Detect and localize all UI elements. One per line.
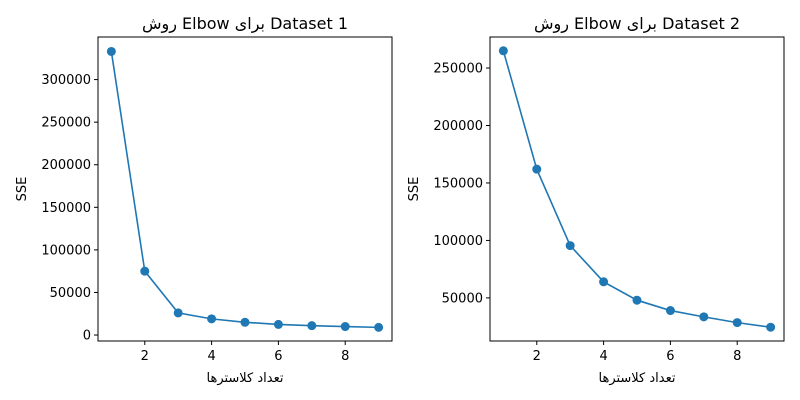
y-tick-label: 200000 <box>433 119 483 134</box>
x-tick-label: 4 <box>207 349 215 364</box>
data-point <box>307 321 317 331</box>
data-point <box>732 318 742 328</box>
data-point <box>240 317 250 327</box>
y-tick-label: 100000 <box>41 243 91 258</box>
x-axis-label: تعداد کلاسترها <box>599 371 676 386</box>
y-tick-label: 150000 <box>41 201 91 216</box>
plot-frame <box>489 36 785 342</box>
data-point <box>599 277 609 287</box>
y-tick-label: 250000 <box>433 62 483 77</box>
x-tick-label: 8 <box>733 349 741 364</box>
data-point <box>632 295 642 305</box>
y-ticks: 50000 100000 150000 200000 250000 <box>433 62 490 306</box>
x-ticks: 2 4 6 8 <box>533 341 741 364</box>
data-point <box>766 322 776 332</box>
subplot-2: روش Elbow برای Dataset 2 2 4 6 8 50000 10000… <box>407 14 785 386</box>
series-group <box>498 46 776 332</box>
y-tick-label: 150000 <box>433 176 483 191</box>
y-axis-label: SSE <box>407 177 422 202</box>
data-point <box>565 241 575 251</box>
x-tick-label: 6 <box>274 349 282 364</box>
data-point <box>532 164 542 174</box>
y-tick-label: 250000 <box>41 116 91 131</box>
x-tick-label: 2 <box>141 349 149 364</box>
data-point <box>207 314 217 324</box>
data-point <box>140 266 150 276</box>
y-tick-label: 300000 <box>41 73 91 88</box>
subplot-1: روش Elbow برای Dataset 1 2 4 6 8 0 50000 1000… <box>15 14 393 386</box>
data-point <box>699 312 709 322</box>
data-point <box>665 306 675 316</box>
y-tick-label: 0 <box>83 329 91 344</box>
x-tick-label: 4 <box>599 349 607 364</box>
y-tick-label: 100000 <box>433 234 483 249</box>
data-point <box>374 322 384 332</box>
x-axis-label: تعداد کلاسترها <box>207 371 284 386</box>
data-point <box>498 46 508 56</box>
plot-frame <box>97 36 393 342</box>
y-tick-label: 50000 <box>442 291 483 306</box>
y-tick-label: 200000 <box>41 158 91 173</box>
chart-title: روش Elbow برای Dataset 1 <box>142 14 348 34</box>
data-point <box>173 308 183 318</box>
x-tick-label: 6 <box>666 349 674 364</box>
data-point <box>273 319 283 329</box>
x-ticks: 2 4 6 8 <box>141 341 349 364</box>
y-ticks: 0 50000 100000 150000 200000 250000 300000 <box>41 73 98 344</box>
chart-title: روش Elbow برای Dataset 2 <box>534 14 740 34</box>
x-tick-label: 2 <box>533 349 541 364</box>
data-point <box>106 46 116 56</box>
x-tick-label: 8 <box>341 349 349 364</box>
data-point <box>340 322 350 332</box>
y-axis-label: SSE <box>15 177 30 202</box>
y-tick-label: 50000 <box>50 286 91 301</box>
series-group <box>106 46 384 332</box>
